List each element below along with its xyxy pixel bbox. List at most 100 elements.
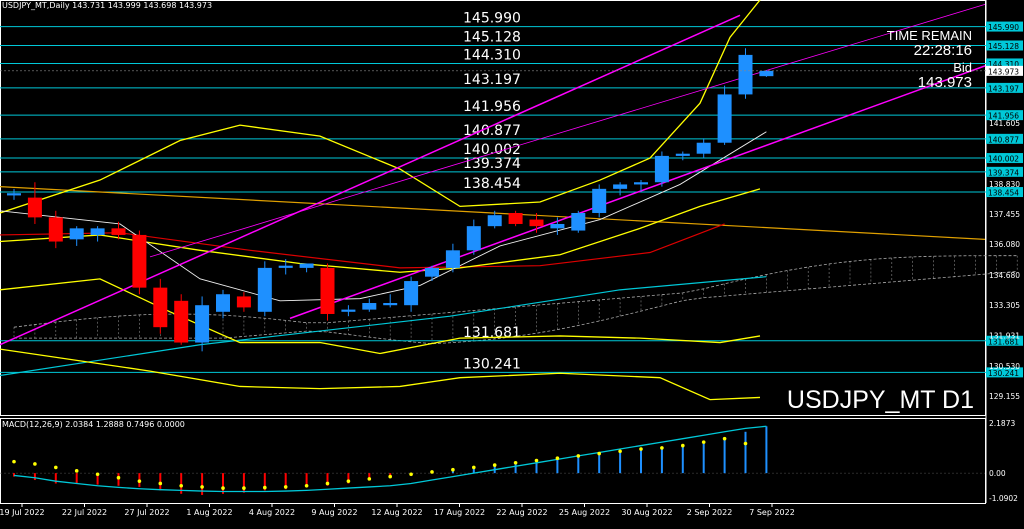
x-tick-label: 22 Aug 2022 [496, 508, 547, 517]
axis-level-box [986, 367, 1023, 378]
macd-signal-dot [304, 483, 309, 488]
x-tick-label: 1 Aug 2022 [186, 508, 232, 517]
cyan-ma-line [0, 276, 767, 377]
channel-upper-line [0, 14, 741, 346]
level-label: 130.241 [463, 356, 521, 372]
level-label: 138.454 [463, 176, 521, 192]
candle-body [69, 228, 84, 240]
x-tick-label: 9 Aug 2022 [311, 508, 357, 517]
axis-level-label: 144.310 [988, 60, 1019, 69]
candle-body [592, 188, 607, 213]
macd-signal-dot [534, 458, 539, 463]
price-tick-label: 136.080 [989, 240, 1020, 249]
macd-tick-label: -1.0902 [989, 494, 1018, 503]
axis-level-box [986, 21, 1023, 32]
lower-band-line [0, 278, 761, 355]
level-label: 144.310 [463, 47, 521, 63]
axis-level-label: 140.002 [988, 155, 1019, 164]
macd-signal-dot [221, 486, 225, 490]
macd-signal-dot [54, 465, 58, 470]
macd-signal-dot [158, 481, 163, 486]
price-tick-label: 137.455 [989, 210, 1020, 219]
level-label: 141.956 [463, 99, 521, 115]
candle-body [216, 294, 230, 312]
axis-level-label: 138.454 [988, 189, 1019, 198]
level-label: 145.128 [463, 29, 521, 45]
axis-level-box [986, 133, 1023, 144]
axis-level-box [986, 166, 1023, 177]
macd-tick-label: 2.1873 [989, 419, 1015, 428]
macd-signal-dot [639, 447, 643, 451]
macd-signal-dot [618, 449, 622, 454]
time-remain-value: 22:28:16 [913, 42, 972, 59]
macd-signal-dot [283, 485, 288, 489]
macd-signal-dot [367, 477, 372, 481]
macd-signal-dot [263, 485, 267, 490]
channel-lower-line [289, 65, 986, 320]
candle-body [132, 234, 147, 288]
macd-signal-dot [513, 460, 518, 465]
time-remain-label: TIME REMAIN [886, 28, 972, 43]
axis-level-label: 131.681 [988, 337, 1019, 346]
axis-level-box [986, 110, 1023, 121]
axis-level-box [986, 58, 1023, 69]
macd-signal-dot [555, 456, 560, 461]
x-tick-label: 7 Sep 2022 [749, 508, 795, 517]
macd-signal-dot [325, 481, 330, 486]
candle-body [48, 217, 63, 242]
axis-level-label: 140.877 [988, 135, 1019, 144]
axis-level-label: 139.374 [988, 168, 1019, 177]
candle-body [320, 267, 335, 314]
macd-signal-dot [430, 470, 434, 474]
macd-signal-dot [681, 443, 685, 448]
candle-body [634, 182, 648, 185]
x-tick-label: 22 Jul 2022 [62, 508, 107, 517]
long-ma-line [0, 186, 986, 240]
candle-body [299, 263, 314, 268]
level-label: 140.002 [463, 142, 521, 158]
candle-body [508, 212, 523, 224]
price-tick-label: 130.530 [989, 362, 1020, 371]
level-label: 145.990 [463, 11, 521, 27]
level-label: 139.374 [463, 156, 521, 172]
level-label: 143.197 [463, 72, 521, 88]
symbol-label: USDJPY_MT D1 [786, 386, 974, 414]
candle-body [675, 153, 690, 156]
macd-signal-dot [409, 472, 413, 477]
macd-signal-dot [179, 483, 183, 488]
candle-body [195, 305, 210, 343]
price-tick-label: 133.305 [989, 301, 1020, 310]
candle-body [466, 226, 481, 251]
axis-level-label: 145.128 [988, 42, 1019, 51]
bid-label: Bid [953, 60, 972, 75]
candle-body [571, 212, 586, 231]
macd-signal-dot [701, 440, 706, 444]
axis-level-box [986, 335, 1023, 346]
candle-body [362, 303, 377, 310]
candle-body [174, 300, 189, 343]
macd-panel-frame [0, 418, 986, 504]
macd-signal-dot [660, 446, 664, 450]
outer-lower-band-line [0, 348, 761, 401]
axis-level-label: 143.197 [988, 84, 1019, 93]
candle-body [445, 250, 460, 268]
candle-body [341, 309, 356, 312]
macd-signal-dot [242, 486, 246, 490]
candle-body [696, 142, 711, 154]
macd-signal-dot [388, 474, 393, 479]
candle-body [654, 155, 669, 183]
macd-signal-dot [33, 462, 37, 466]
macd-signal-dot [722, 436, 727, 441]
macd-tick-label: 0.00 [989, 469, 1006, 478]
price-tick-label: 129.155 [989, 392, 1020, 401]
candle-body [236, 296, 251, 308]
x-tick-label: 2 Sep 2022 [687, 508, 733, 517]
price-tick-label: 134.680 [989, 271, 1020, 280]
x-tick-label: 17 Aug 2022 [434, 508, 485, 517]
candle-body [257, 267, 272, 312]
candle-body [153, 287, 168, 328]
macd-line [13, 425, 767, 493]
price-tick-label: 131.931 [989, 331, 1020, 340]
